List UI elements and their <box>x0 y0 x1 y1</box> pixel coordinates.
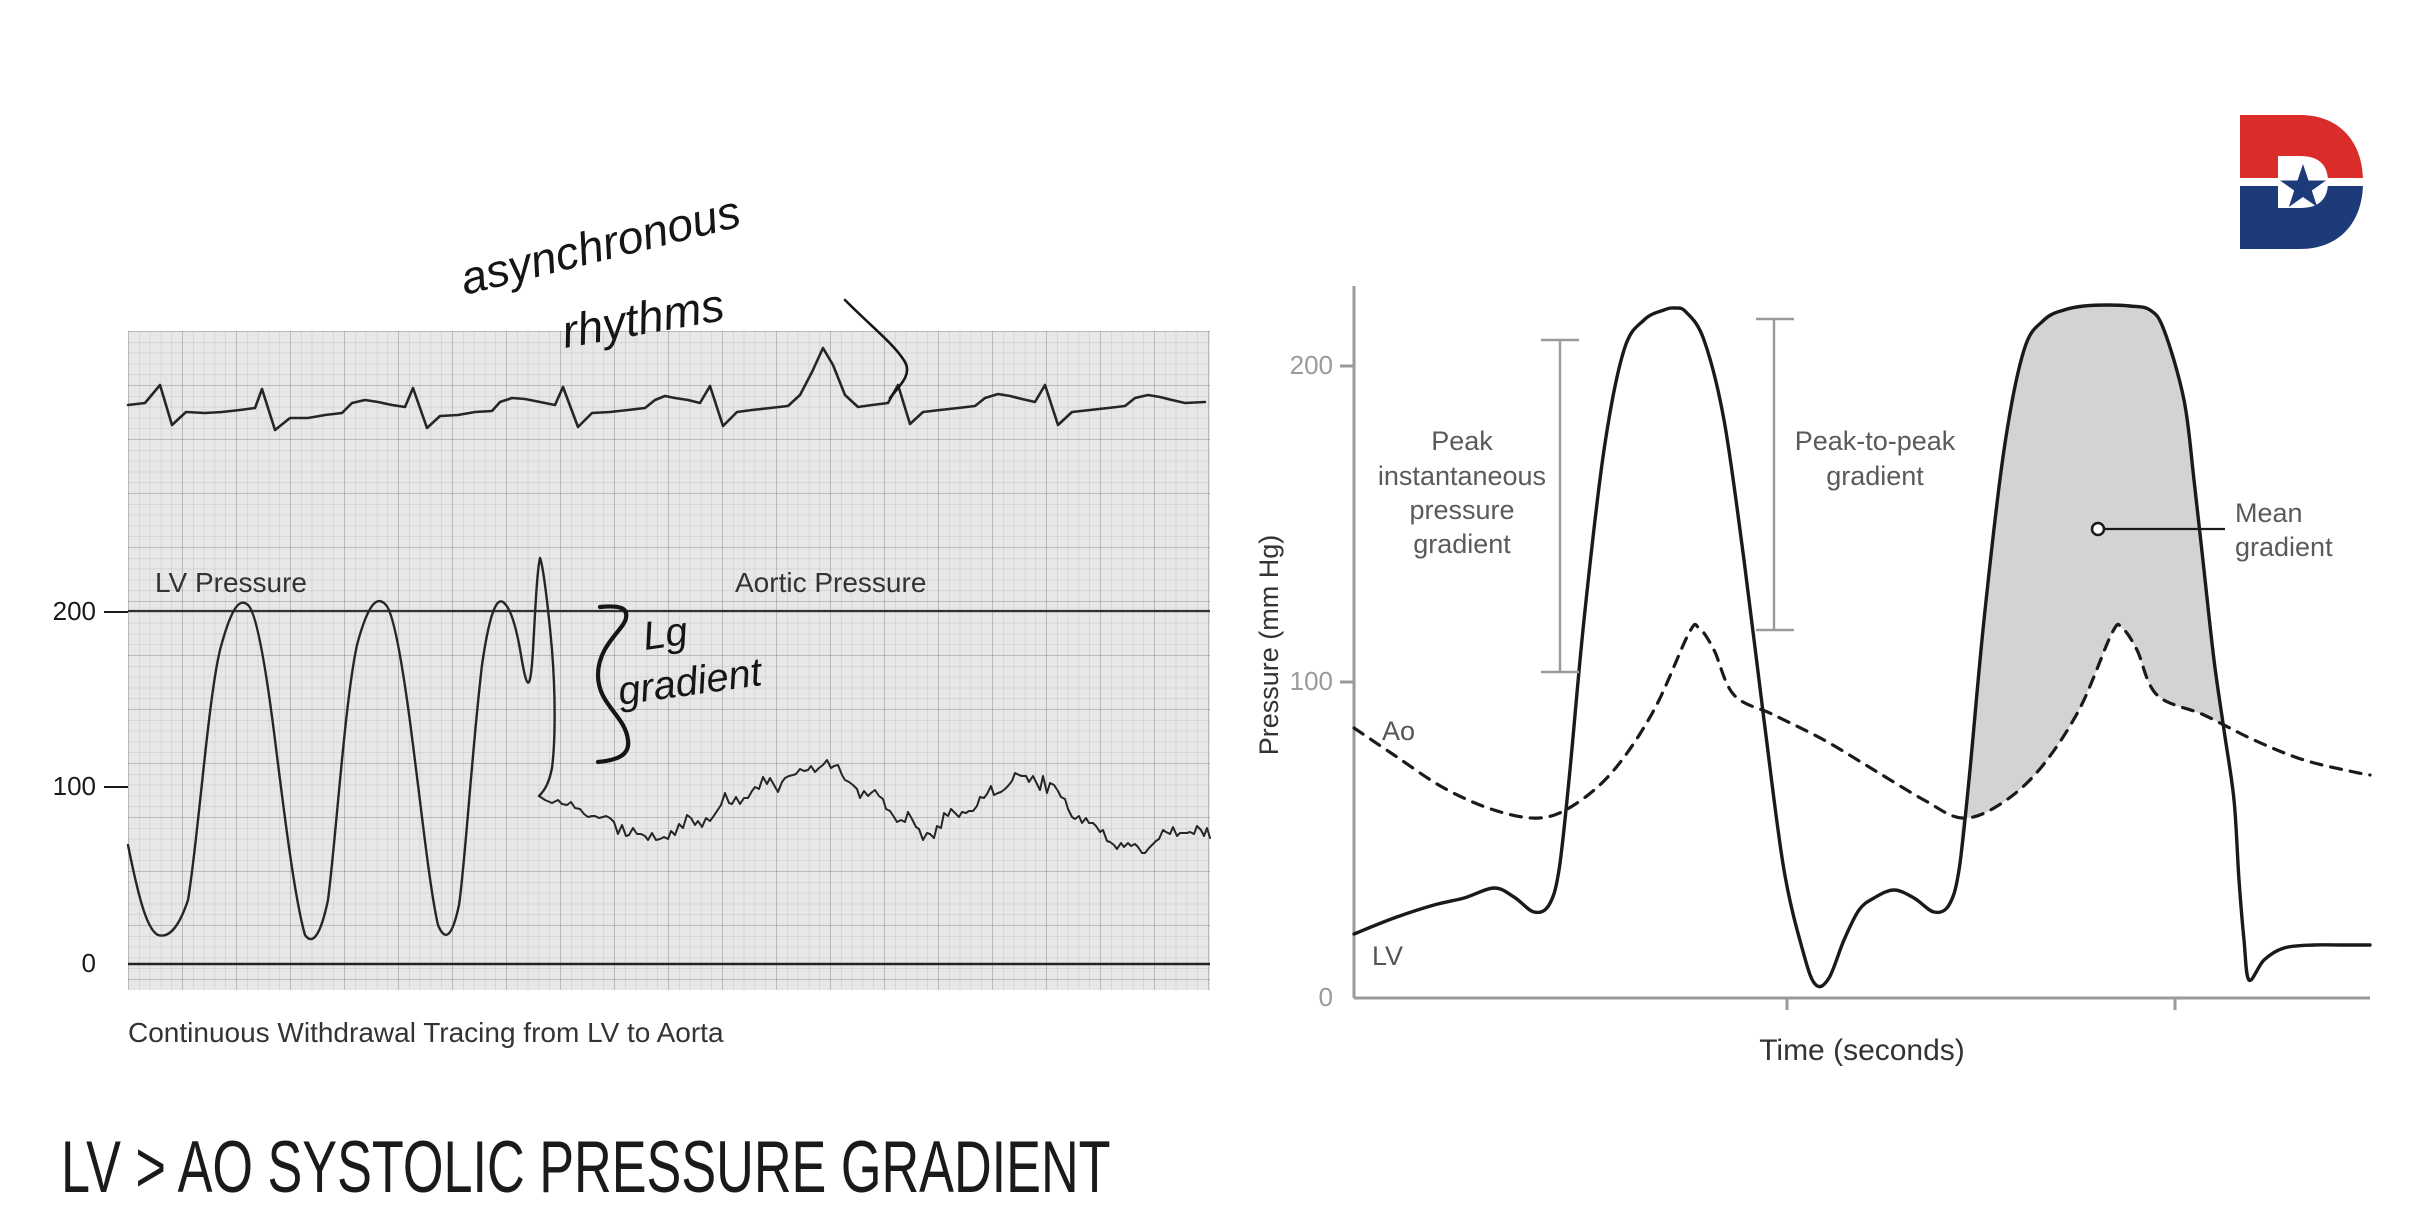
svg-text:Mean: Mean <box>2235 498 2303 528</box>
svg-text:Peak: Peak <box>1431 426 1493 456</box>
svg-text:instantaneous: instantaneous <box>1378 461 1546 491</box>
svg-text:LV: LV <box>1372 941 1403 971</box>
svg-text:0: 0 <box>1319 982 1333 1012</box>
svg-text:100: 100 <box>1290 666 1333 696</box>
svg-text:Pressure (mm Hg): Pressure (mm Hg) <box>1254 535 1284 756</box>
svg-text:gradient: gradient <box>1826 461 1924 491</box>
svg-text:Peak-to-peak: Peak-to-peak <box>1795 426 1956 456</box>
svg-text:pressure: pressure <box>1409 495 1514 525</box>
svg-text:Ao: Ao <box>1382 716 1415 746</box>
svg-text:Time (seconds): Time (seconds) <box>1759 1034 1965 1067</box>
svg-text:200: 200 <box>1290 350 1333 380</box>
svg-text:gradient: gradient <box>1413 529 1511 559</box>
svg-text:gradient: gradient <box>2235 532 2333 562</box>
